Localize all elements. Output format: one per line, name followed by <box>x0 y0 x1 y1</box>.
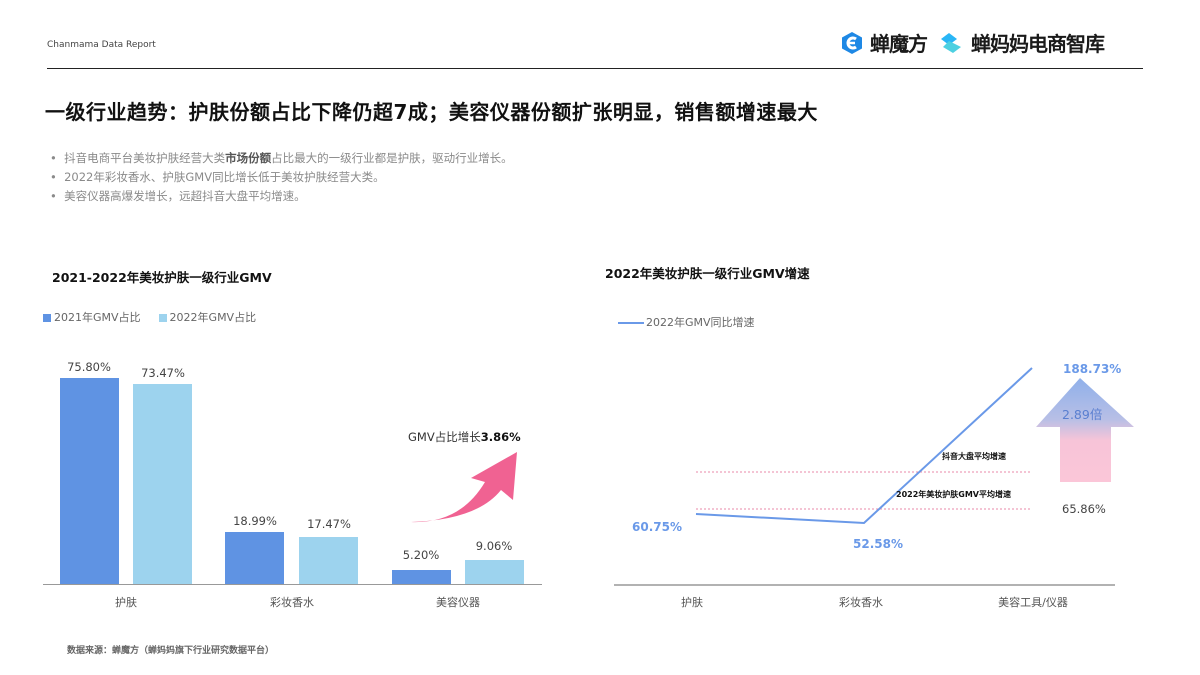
bullet-item: • 抖音电商平台美妆护肤经营大类市场份额占比最大的一级行业都是护肤，驱动行业增长… <box>50 151 513 165</box>
logo1-text: 蝉魔方 <box>870 32 928 56</box>
x-axis-label: 美容工具/仪器 <box>998 596 1068 609</box>
data-source: 数据来源：蝉魔方（蝉妈妈旗下行业研究数据平台） <box>67 646 275 656</box>
legend-swatch-icon <box>158 314 167 322</box>
x-axis-label: 护肤 <box>115 596 137 609</box>
legend-item-2022: 2022年GMV占比 <box>158 309 256 325</box>
point-label: 60.75% <box>632 520 682 534</box>
bar-chart-title: 2021-2022年美妆护肤一级行业GMV <box>52 270 272 285</box>
x-axis-label: 彩妆香水 <box>839 596 883 609</box>
legend-item-growth: 2022年GMV同比增速 <box>618 314 755 330</box>
legend-item-2021: 2021年GMV占比 <box>43 309 141 325</box>
legend-swatch-icon <box>43 314 51 322</box>
bullet-item: • 2022年彩妆香水、护肤GMV同比增长低于美妆护肤经营大类。 <box>50 170 385 184</box>
bullet-list: • 抖音电商平台美妆护肤经营大类市场份额占比最大的一级行业都是护肤，驱动行业增长… <box>50 149 513 206</box>
bar-value-label: 18.99% <box>233 514 277 528</box>
page-title: 一级行业趋势：护肤份额占比下降仍超7成；美容仪器份额扩张明显，销售额增速最大 <box>45 100 818 124</box>
bar-2021-devices <box>392 570 451 584</box>
bar-2022-devices <box>465 560 524 584</box>
bar-2021-skincare <box>60 378 119 584</box>
bar-2021-makeup <box>225 532 284 584</box>
x-axis-label: 护肤 <box>681 596 703 609</box>
logos: 蝉魔方 蝉妈妈电商智库 <box>840 28 1105 57</box>
line-chart-legend: 2022年GMV同比增速 <box>618 314 755 330</box>
x-axis-label: 彩妆香水 <box>270 596 314 609</box>
ref-line-label: 2022年美妆护肤GMV平均增速 <box>896 490 1011 499</box>
point-label: 52.58% <box>853 537 903 551</box>
logo2-text: 蝉妈妈电商智库 <box>971 32 1105 56</box>
report-label: Chanmama Data Report <box>47 40 156 50</box>
multiple-label: 2.89倍 <box>1062 407 1103 422</box>
header-divider <box>47 68 1143 69</box>
x-axis-line <box>43 584 542 585</box>
growth-arrow-icon <box>411 452 517 523</box>
gmv-growth-annotation: GMV占比增长3.86% <box>408 430 521 444</box>
ref-line-label: 抖音大盘平均增速 <box>942 452 1006 461</box>
bar-value-label: 5.20% <box>402 548 440 562</box>
bar-value-label: 9.06% <box>475 539 513 553</box>
bullet-item: • 美容仪器高爆发增长，远超抖音大盘平均增速。 <box>50 189 306 203</box>
bar-chart-legend: 2021年GMV占比 2022年GMV占比 <box>43 309 256 325</box>
bar-value-label: 75.80% <box>67 360 111 374</box>
bar-value-label: 17.47% <box>307 517 351 531</box>
bar-2022-skincare <box>133 384 192 584</box>
chanmofang-logo-icon <box>842 31 862 54</box>
bar-value-label: 73.47% <box>141 366 185 380</box>
x-axis-label: 美容仪器 <box>436 596 480 609</box>
point-label: 188.73% <box>1063 362 1122 376</box>
line-chart-title: 2022年美妆护肤一级行业GMV增速 <box>605 266 810 281</box>
chanmama-logo-icon <box>941 32 961 53</box>
compare-value-label: 65.86% <box>1062 502 1106 516</box>
bar-2022-makeup <box>299 537 358 584</box>
legend-line-icon <box>618 322 644 324</box>
